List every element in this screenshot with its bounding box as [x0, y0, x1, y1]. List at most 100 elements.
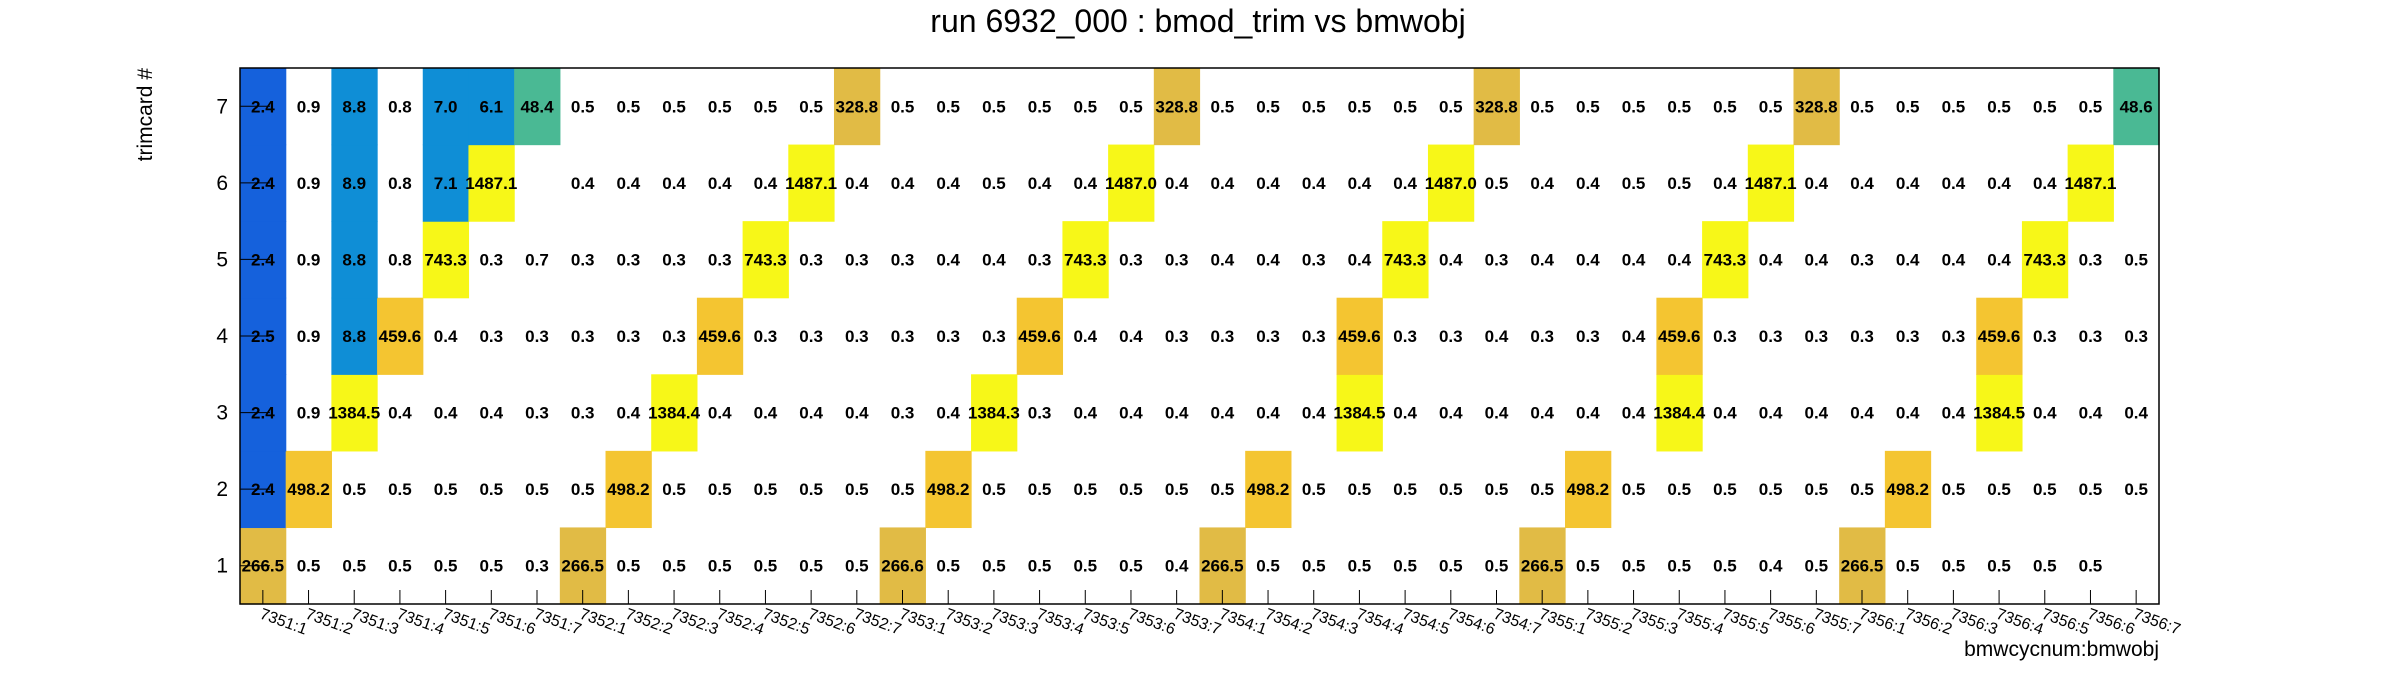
heatmap-cell [331, 144, 378, 222]
cell-value-label: 0.5 [617, 97, 641, 116]
cell-value-label: 459.6 [1978, 327, 2021, 346]
cell-value-label: 0.5 [1302, 557, 1326, 576]
cell-value-label: 0.4 [1211, 250, 1235, 269]
cell-value-label: 0.5 [297, 557, 321, 576]
heatmap-cell [331, 297, 378, 375]
cell-value-label: 0.3 [1165, 327, 1189, 346]
cell-value-label: 0.4 [617, 174, 641, 193]
cell-value-label: 459.6 [698, 327, 741, 346]
cell-value-label: 0.4 [1211, 174, 1235, 193]
cell-value-label: 0.5 [1439, 480, 1463, 499]
y-tick-label: 5 [216, 248, 228, 271]
cell-value-label: 0.5 [1850, 97, 1874, 116]
heatmap-cell [696, 297, 744, 375]
cell-value-label: 0.5 [1942, 557, 1966, 576]
cell-value-label: 0.4 [936, 250, 960, 269]
cell-value-label: 0.5 [982, 480, 1006, 499]
cell-value-label: 0.5 [982, 557, 1006, 576]
cell-value-label: 0.5 [571, 97, 595, 116]
heatmap-cell [971, 374, 1018, 452]
cell-value-label: 0.5 [388, 480, 412, 499]
y-tick-label: 2 [216, 478, 228, 501]
cell-value-label: 498.2 [1567, 480, 1610, 499]
cell-value-label: 0.3 [845, 327, 869, 346]
cell-value-label: 0.4 [1667, 250, 1691, 269]
cell-value-label: 0.5 [708, 557, 732, 576]
cell-value-label: 0.5 [1256, 97, 1280, 116]
x-tick-label: 7353:4 [1034, 606, 1086, 639]
cell-value-label: 0.5 [434, 557, 458, 576]
heatmap-cell [742, 221, 789, 299]
cell-value-label: 0.3 [1211, 327, 1235, 346]
cell-value-label: 0.4 [2079, 404, 2103, 423]
cell-value-label: 0.4 [1987, 250, 2011, 269]
cell-value-label: 0.4 [1256, 250, 1280, 269]
cell-value-label: 0.4 [1348, 174, 1372, 193]
cell-value-label: 0.5 [754, 557, 778, 576]
cell-value-label: 0.5 [1622, 174, 1646, 193]
cell-value-label: 0.5 [1987, 97, 2011, 116]
cell-value-label: 0.5 [1119, 557, 1143, 576]
x-tick-label: 7352:1 [577, 606, 629, 639]
cell-value-label: 0.5 [1987, 480, 2011, 499]
cell-value-label: 1384.5 [1973, 404, 2025, 423]
heatmap-cell [1747, 144, 1795, 222]
cell-value-label: 1487.1 [785, 174, 837, 193]
cell-value-label: 0.3 [1942, 327, 1966, 346]
cell-value-label: 0.4 [799, 404, 823, 423]
cell-value-label: 0.5 [1667, 557, 1691, 576]
x-tick-label: 7354:3 [1308, 606, 1360, 639]
x-tick-label: 7356:4 [1994, 606, 2046, 639]
cell-value-label: 0.5 [1439, 557, 1463, 576]
cell-value-label: 0.4 [2033, 174, 2057, 193]
x-tick-label: 7356:3 [1948, 606, 2000, 639]
cell-value-label: 0.5 [1348, 480, 1372, 499]
cell-value-label: 0.4 [1530, 250, 1554, 269]
cell-value-label: 0.4 [571, 174, 595, 193]
x-tick-label: 7354:6 [1445, 606, 1497, 639]
cell-value-label: 1487.1 [1745, 174, 1797, 193]
cell-value-label: 0.5 [754, 480, 778, 499]
cell-value-label: 0.3 [1119, 250, 1143, 269]
y-axis: 1 2 3 4 5 6 7 [216, 95, 270, 578]
heatmap-cell [331, 68, 378, 146]
cell-value-label: 0.4 [1759, 557, 1783, 576]
cell-value-label: 0.3 [1439, 327, 1463, 346]
cell-value-label: 1384.4 [1653, 404, 1706, 423]
cell-value-label: 0.4 [1576, 404, 1600, 423]
cell-value-label: 0.3 [571, 250, 595, 269]
cell-value-label: 0.5 [1393, 97, 1417, 116]
cell-value-label: 0.3 [2033, 327, 2057, 346]
x-tick-label: 7351:6 [486, 606, 538, 639]
x-tick-label: 7354:7 [1491, 606, 1543, 639]
heatmap-cell [1016, 297, 1064, 375]
cell-value-label: 0.4 [1165, 174, 1189, 193]
cell-value-label: 0.4 [1348, 250, 1372, 269]
cell-value-label: 0.4 [1393, 174, 1417, 193]
cell-value-label: 0.5 [1485, 480, 1509, 499]
cell-value-label: 0.3 [571, 404, 595, 423]
cell-value-label: 0.5 [1530, 97, 1554, 116]
cell-value-label: 0.5 [1622, 480, 1646, 499]
cell-value-label: 0.3 [1165, 250, 1189, 269]
cell-value-label: 0.5 [1530, 480, 1554, 499]
cell-value-label: 0.3 [1896, 327, 1920, 346]
cell-value-label: 0.5 [2124, 250, 2148, 269]
cell-value-label: 0.4 [1439, 404, 1463, 423]
x-tick-label: 7355:2 [1583, 606, 1635, 639]
cell-value-label: 0.5 [708, 480, 732, 499]
cell-value-label: 0.5 [1622, 557, 1646, 576]
heatmap-cell [2067, 144, 2114, 222]
x-axis-title: bmwcycnum:bmwobj [1964, 638, 2159, 661]
cell-value-label: 0.5 [1713, 557, 1737, 576]
cell-value-label: 0.4 [1896, 174, 1920, 193]
cell-value-label: 0.4 [1850, 174, 1874, 193]
cell-value-label: 0.3 [479, 327, 503, 346]
cell-value-label: 0.5 [2033, 97, 2057, 116]
heatmap-cell [1884, 450, 1932, 529]
x-tick-label: 7356:1 [1857, 606, 1909, 639]
x-tick-label: 7351:3 [349, 606, 401, 639]
cell-value-label: 0.4 [754, 174, 778, 193]
cell-value-label: 0.5 [1028, 97, 1052, 116]
cell-value-label: 0.3 [891, 327, 915, 346]
